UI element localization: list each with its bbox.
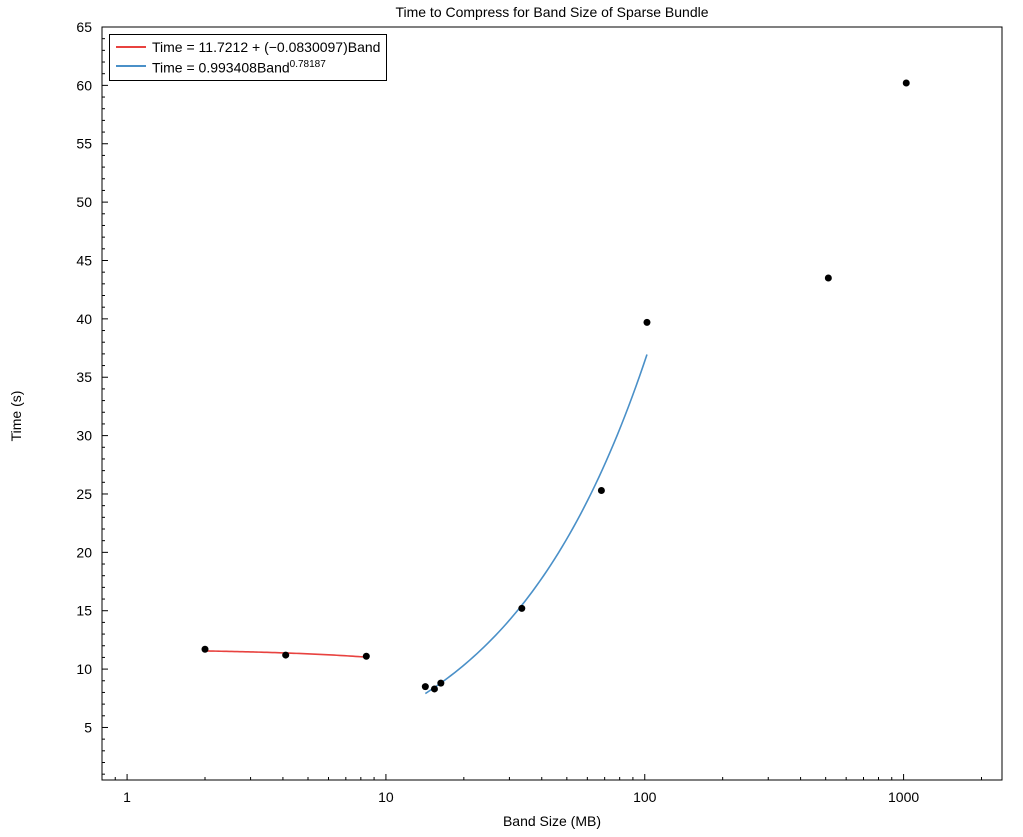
y-tick-label: 15 <box>76 603 92 619</box>
x-tick-label: 1 <box>123 789 131 805</box>
x-axis-label: Band Size (MB) <box>502 813 602 829</box>
data-point <box>282 651 290 659</box>
y-tick-label: 60 <box>76 77 92 93</box>
x-tick-label: 100 <box>633 789 657 805</box>
legend-swatch-linear <box>116 46 146 48</box>
y-tick-label: 30 <box>76 428 92 444</box>
legend-item-linear: Time = 11.7212 + (−0.0830097)Band <box>116 38 380 56</box>
data-point <box>421 683 429 691</box>
x-tick-label: 10 <box>378 789 394 805</box>
y-tick-label: 50 <box>76 194 92 210</box>
y-tick-label: 40 <box>76 311 92 327</box>
fit-line-power <box>424 354 648 695</box>
legend-item-power: Time = 0.993408Band0.78187 <box>116 56 380 77</box>
legend-exponent: 0.78187 <box>289 59 326 70</box>
data-point <box>201 645 209 653</box>
chart-title: Time to Compress for Band Size of Sparse… <box>395 4 709 20</box>
data-point <box>597 486 605 494</box>
y-tick-label: 20 <box>76 544 92 560</box>
data-point <box>643 318 651 326</box>
data-point <box>824 274 832 282</box>
y-tick-label: 10 <box>76 661 92 677</box>
data-point <box>902 79 910 87</box>
y-tick-label: 45 <box>76 252 92 268</box>
legend: Time = 11.7212 + (−0.0830097)Band Time =… <box>109 34 388 81</box>
legend-label-linear: Time = 11.7212 + (−0.0830097)Band <box>152 39 381 55</box>
legend-swatch-power <box>116 65 146 68</box>
plot-frame <box>101 26 1003 781</box>
y-tick-label: 25 <box>76 486 92 502</box>
data-point <box>437 679 445 687</box>
y-axis-label: Time (s) <box>8 390 24 442</box>
y-tick-label: 35 <box>76 369 92 385</box>
y-tick-label: 65 <box>76 19 92 35</box>
y-tick-label: 5 <box>84 719 92 735</box>
data-point <box>518 604 526 612</box>
y-tick-label: 55 <box>76 136 92 152</box>
x-tick-label: 1000 <box>888 789 919 805</box>
legend-label-power: Time = 0.993408Band0.78187 <box>152 59 326 76</box>
data-point <box>430 685 438 693</box>
data-point <box>362 652 370 660</box>
